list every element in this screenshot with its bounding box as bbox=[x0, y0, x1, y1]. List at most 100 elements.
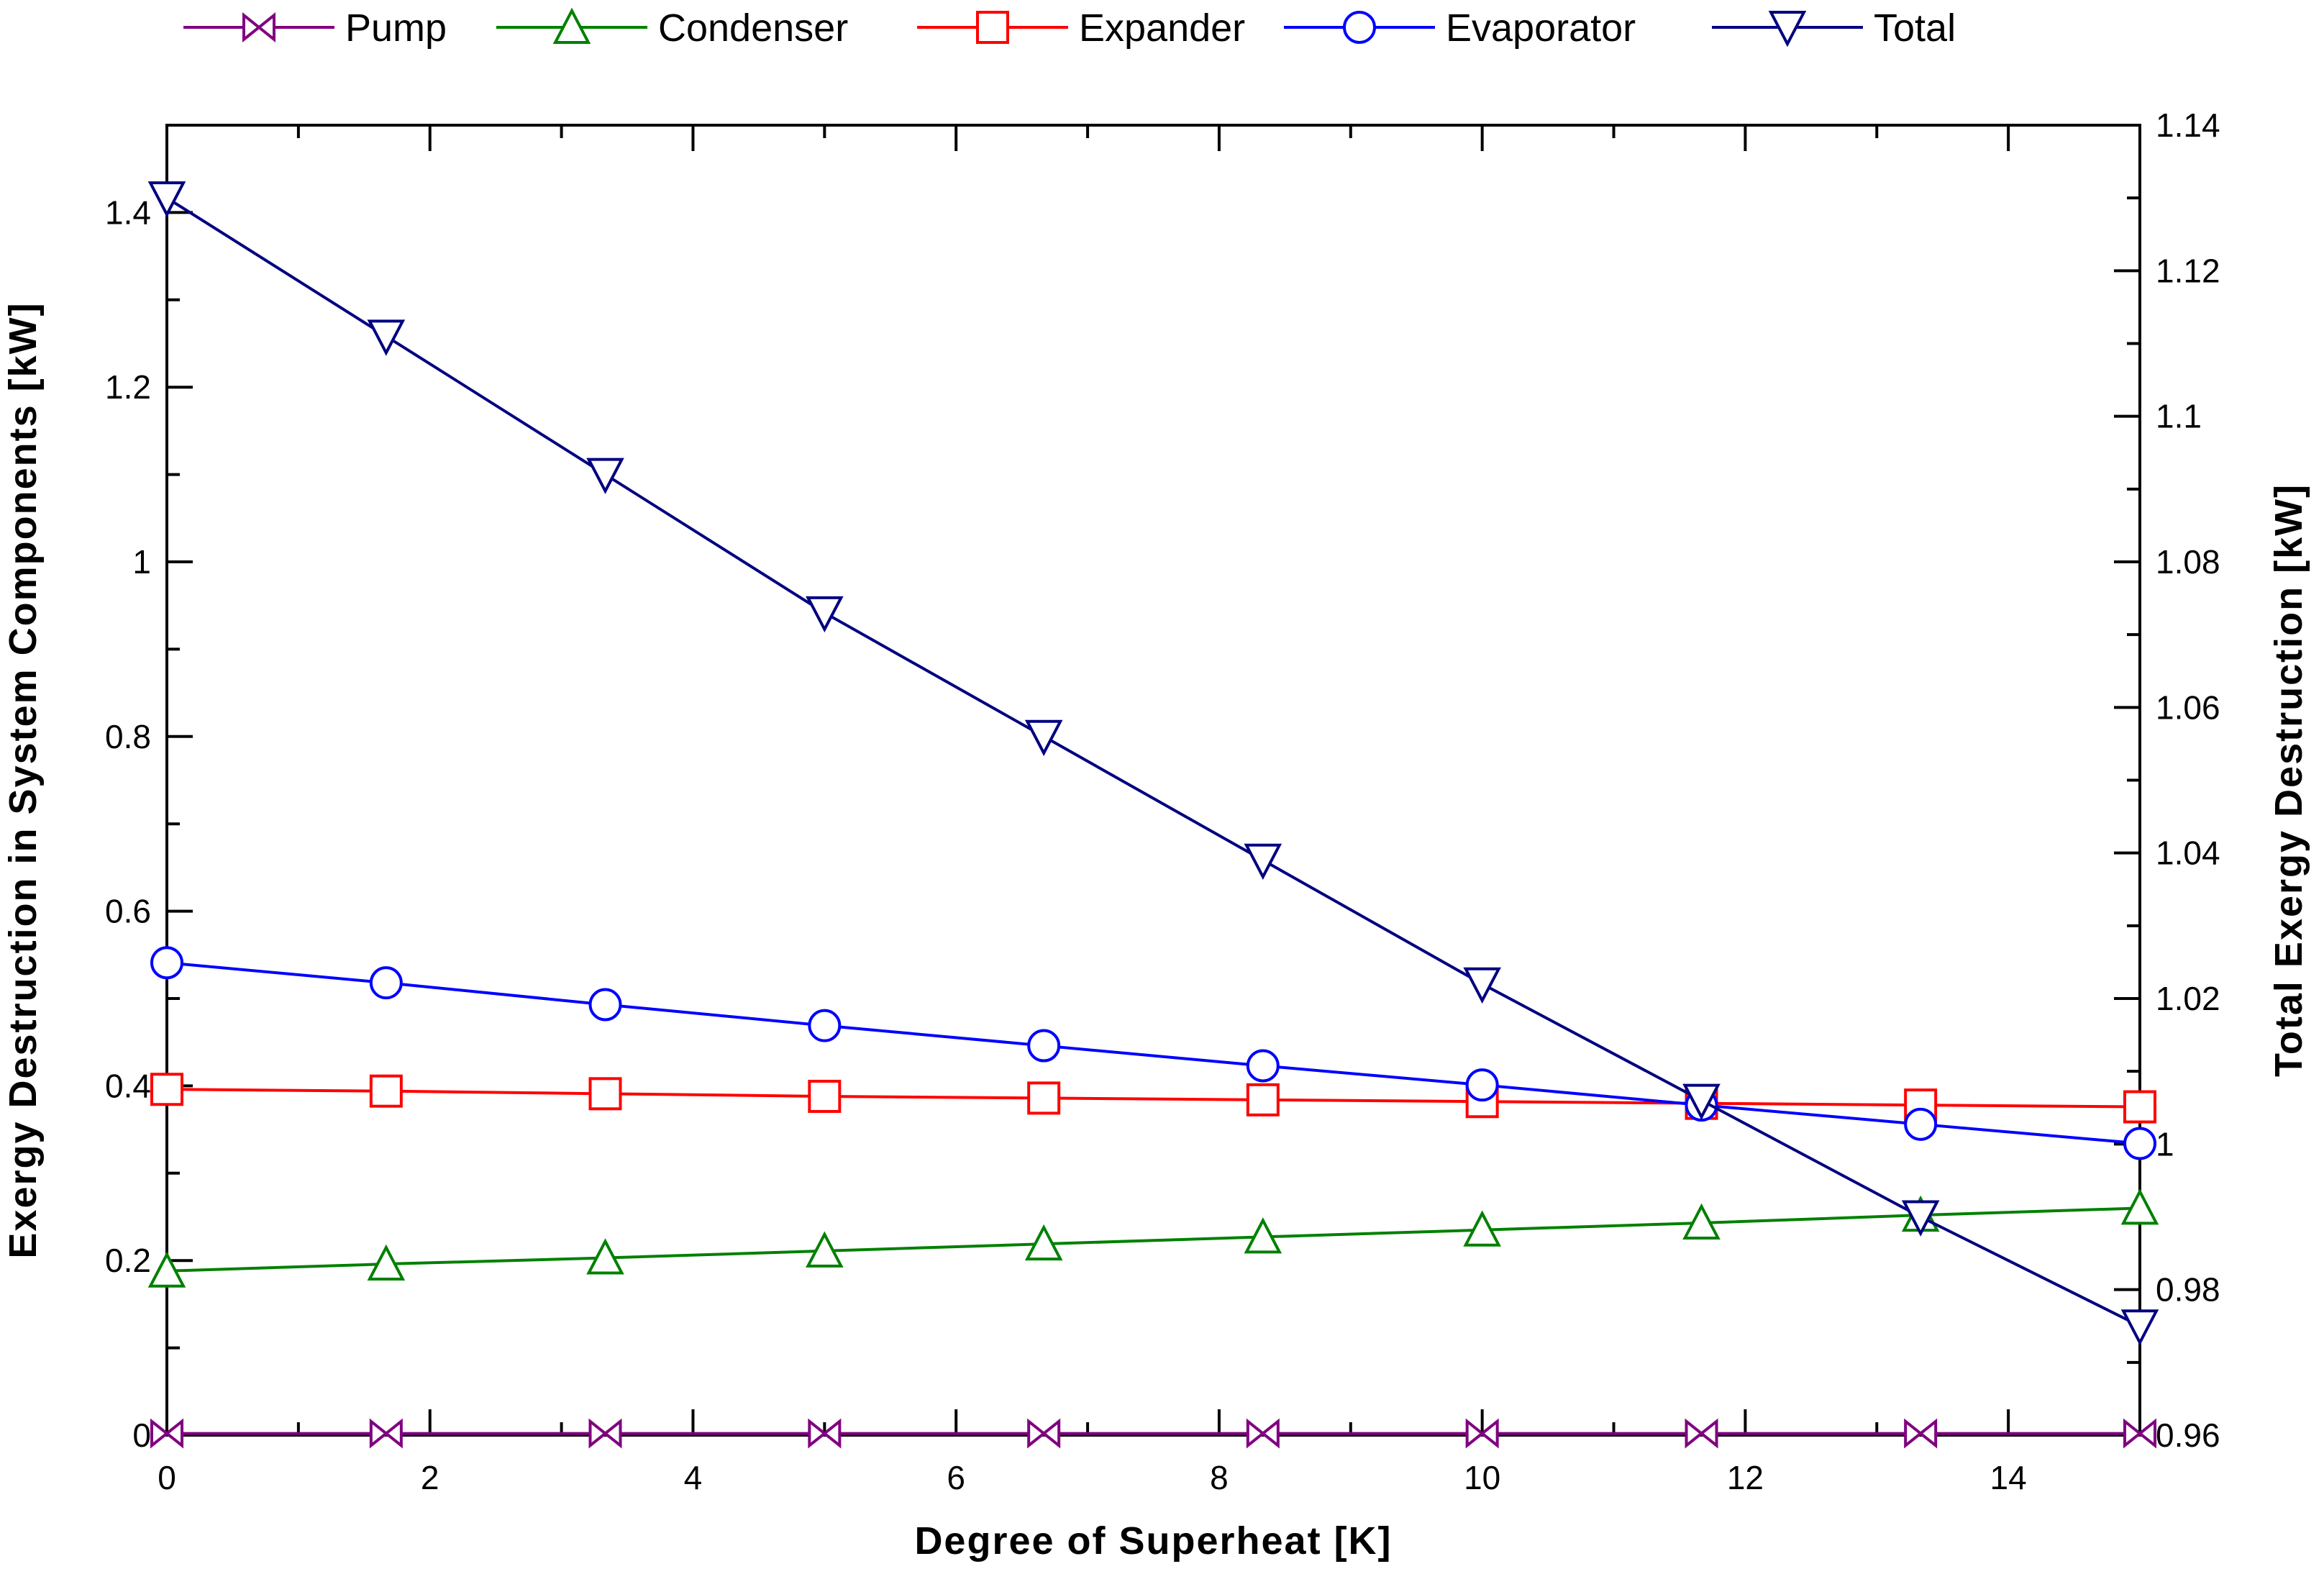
y-axis-ticks: 0 0.2 0.4 0.6 0.8 1 1.2 1.4 bbox=[105, 194, 193, 1454]
point-marker bbox=[1343, 11, 1376, 44]
point-marker bbox=[1465, 1068, 1499, 1102]
point-marker bbox=[150, 1418, 183, 1449]
point-marker bbox=[806, 596, 844, 633]
y2-tick-label: 0.96 bbox=[2156, 1416, 2220, 1454]
point-marker bbox=[1463, 967, 1501, 1004]
point-marker bbox=[552, 7, 591, 44]
point-marker bbox=[1901, 1200, 1940, 1237]
point-marker bbox=[1027, 1418, 1061, 1449]
point-marker bbox=[147, 1251, 186, 1288]
point-marker bbox=[2123, 1127, 2156, 1160]
point-marker bbox=[242, 12, 275, 42]
x-axis-ticks: 0 2 4 6 8 10 12 14 bbox=[158, 125, 2027, 1496]
legend: Pump Condenser Expander Evaporator Total bbox=[183, 6, 1956, 50]
y-tick-label: 1.2 bbox=[105, 368, 151, 406]
x-tick-label: 0 bbox=[158, 1459, 176, 1496]
point-marker bbox=[1027, 1081, 1061, 1115]
point-marker bbox=[2120, 1309, 2159, 1346]
y2-tick-label: 1.06 bbox=[2156, 688, 2220, 726]
point-marker bbox=[1246, 1049, 1280, 1083]
point-marker bbox=[1904, 1418, 1938, 1449]
y2-tick-label: 1 bbox=[2156, 1125, 2174, 1163]
series-line bbox=[166, 1088, 2141, 1109]
point-marker bbox=[2120, 1188, 2159, 1225]
point-marker bbox=[1244, 843, 1282, 881]
x-tick-label: 4 bbox=[684, 1459, 703, 1496]
legend-item-pump: Pump bbox=[183, 6, 447, 50]
y-tick-label: 0.8 bbox=[105, 718, 151, 755]
point-marker bbox=[808, 1418, 842, 1449]
point-marker bbox=[1465, 1418, 1499, 1449]
point-marker bbox=[367, 1244, 406, 1281]
y2-tick-label: 1.1 bbox=[2156, 398, 2202, 435]
y2-axis-title: Total Exergy Destruction [kW] bbox=[2267, 483, 2310, 1077]
y2-tick-label: 1.02 bbox=[2156, 980, 2220, 1017]
series-expander bbox=[150, 1073, 2156, 1124]
y-tick-label: 0.6 bbox=[105, 893, 151, 930]
point-marker bbox=[1682, 1083, 1721, 1120]
legend-item-condenser: Condenser bbox=[496, 6, 848, 50]
point-marker bbox=[369, 1418, 403, 1449]
y2-tick-label: 0.98 bbox=[2156, 1271, 2220, 1309]
point-marker bbox=[147, 181, 186, 218]
y2-axis-ticks: 0.96 0.98 1 1.02 1.04 1.06 1.08 1.1 1.12 1.14 bbox=[2114, 106, 2220, 1454]
point-marker bbox=[1904, 1107, 1938, 1141]
legend-item-evaporator: Evaporator bbox=[1284, 6, 1636, 50]
y2-tick-label: 1.14 bbox=[2156, 106, 2220, 144]
plot-frame bbox=[165, 124, 2141, 1437]
series-line bbox=[165, 196, 2141, 1328]
legend-label: Expander bbox=[1079, 6, 1245, 50]
x-tick-label: 12 bbox=[1727, 1459, 1764, 1496]
point-marker bbox=[150, 946, 183, 980]
point-marker bbox=[1682, 1203, 1721, 1240]
point-marker bbox=[1024, 1224, 1063, 1261]
x-axis-title: Degree of Superheat [K] bbox=[914, 1519, 1392, 1563]
point-marker bbox=[367, 319, 406, 356]
series-total bbox=[147, 181, 2159, 1346]
point-marker bbox=[1685, 1418, 1718, 1449]
x-tick-label: 14 bbox=[1990, 1459, 2027, 1496]
series-evaporator bbox=[150, 946, 2156, 1160]
point-marker bbox=[976, 11, 1009, 44]
x-tick-label: 10 bbox=[1464, 1459, 1500, 1496]
point-marker bbox=[588, 1077, 622, 1111]
series-condenser bbox=[147, 1188, 2159, 1288]
y-tick-label: 1.4 bbox=[105, 194, 151, 231]
x-tick-label: 2 bbox=[421, 1459, 439, 1496]
point-marker bbox=[586, 1238, 624, 1275]
point-marker bbox=[1244, 1217, 1282, 1254]
x-tick-label: 8 bbox=[1210, 1459, 1229, 1496]
point-marker bbox=[588, 988, 622, 1022]
point-marker bbox=[369, 1074, 403, 1108]
point-marker bbox=[1246, 1418, 1280, 1449]
point-marker bbox=[1027, 1029, 1061, 1063]
y-axis-title: Exergy Destruction in System Components … bbox=[1, 301, 45, 1258]
point-marker bbox=[806, 1231, 844, 1268]
series-line bbox=[166, 1206, 2141, 1273]
point-marker bbox=[586, 458, 624, 494]
y-tick-label: 0.4 bbox=[105, 1067, 151, 1104]
point-marker bbox=[808, 1009, 842, 1042]
y2-tick-label: 1.04 bbox=[2156, 834, 2220, 872]
y-tick-label: 1 bbox=[132, 543, 151, 581]
point-marker bbox=[588, 1418, 622, 1449]
series-layer bbox=[147, 181, 2159, 1449]
series-line bbox=[166, 961, 2141, 1145]
y2-tick-label: 1.12 bbox=[2156, 252, 2220, 289]
legend-label: Pump bbox=[345, 6, 447, 50]
legend-item-total: Total bbox=[1712, 6, 1956, 50]
y-tick-label: 0.2 bbox=[105, 1242, 151, 1279]
series-pump bbox=[150, 1418, 2156, 1449]
y-tick-label: 0 bbox=[132, 1416, 151, 1454]
point-marker bbox=[150, 1073, 183, 1106]
legend-label: Total bbox=[1874, 6, 1956, 50]
point-marker bbox=[2123, 1090, 2156, 1124]
legend-label: Evaporator bbox=[1446, 6, 1636, 50]
point-marker bbox=[2123, 1418, 2156, 1449]
x-tick-label: 6 bbox=[947, 1459, 965, 1496]
point-marker bbox=[1463, 1210, 1501, 1247]
point-marker bbox=[1024, 719, 1063, 757]
axes: 0 2 4 6 8 10 12 14 0 0.2 0.4 0.6 0.8 1 1.2 1.4 0.96 0.9… bbox=[105, 106, 2220, 1496]
legend-label: Condenser bbox=[658, 6, 848, 50]
point-marker bbox=[1246, 1083, 1280, 1117]
